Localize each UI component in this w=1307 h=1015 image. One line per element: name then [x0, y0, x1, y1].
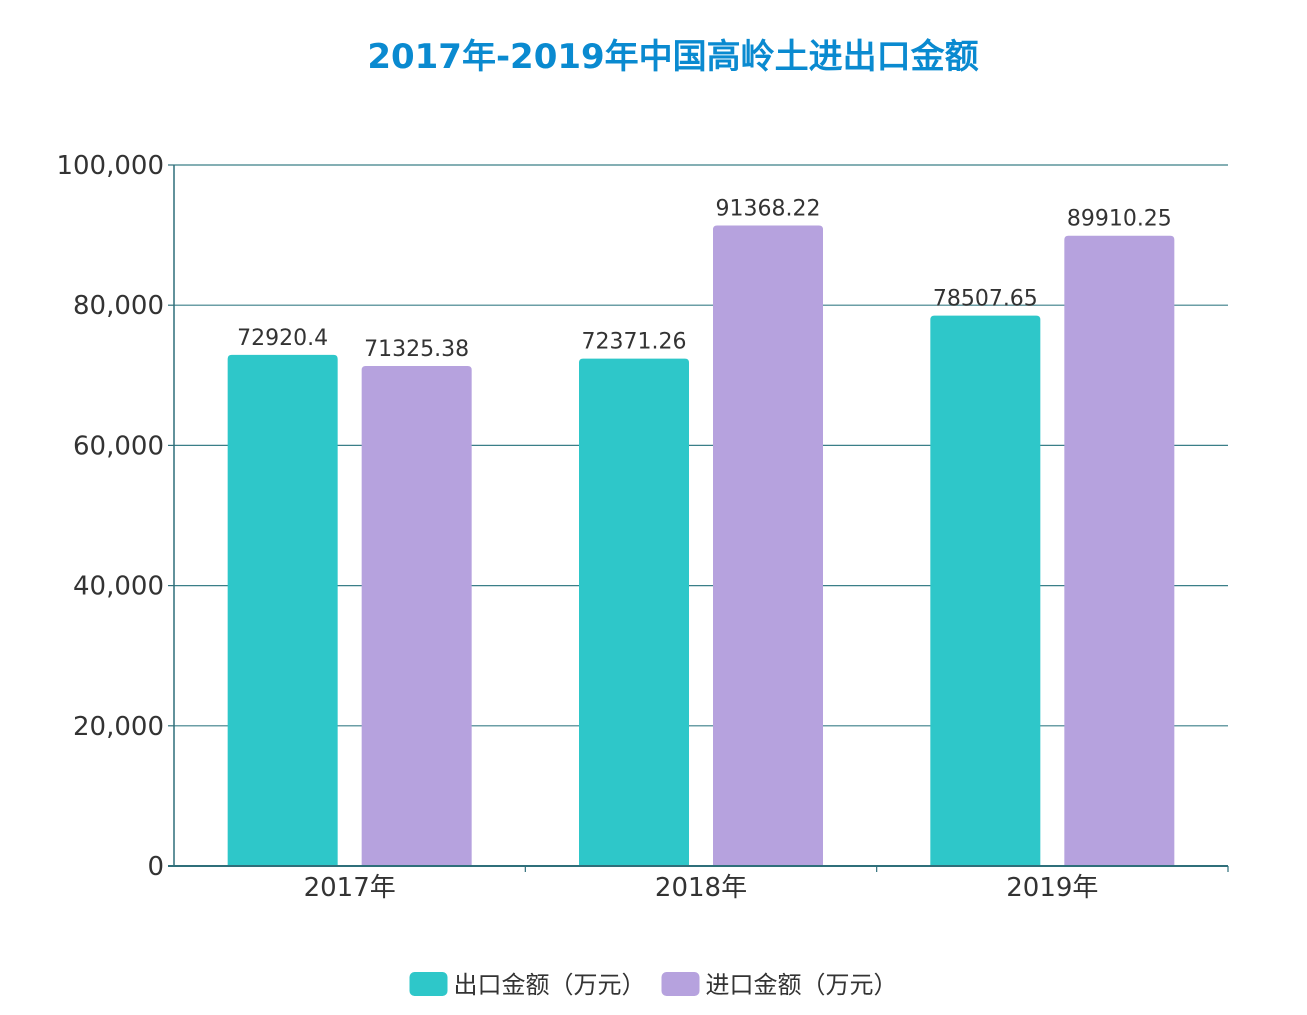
y-tick-label: 100,000 — [56, 151, 164, 181]
y-tick-label: 60,000 — [73, 431, 164, 461]
bar-value-label: 91368.22 — [716, 197, 821, 222]
x-tick-label: 2019年 — [1006, 873, 1098, 903]
bar-value-label: 72920.4 — [237, 326, 328, 351]
bar-value-label: 78507.65 — [933, 287, 1038, 312]
y-tick-label: 40,000 — [73, 572, 164, 602]
legend-swatch — [409, 972, 448, 996]
grid-lines — [174, 164, 1228, 727]
legend-swatch — [661, 972, 700, 996]
x-tick-label: 2017年 — [304, 873, 396, 903]
y-tick-label: 80,000 — [73, 291, 164, 321]
data-labels: 72920.4 71325.38 72371.26 91368.22 78507.65 8… — [237, 197, 1172, 363]
y-tick-label: 0 — [147, 852, 164, 882]
y-tick-label: 20,000 — [73, 712, 164, 742]
bar-value-label: 71325.38 — [364, 337, 469, 362]
bar[interactable] — [361, 366, 472, 866]
bar-value-label: 89910.25 — [1067, 207, 1172, 232]
bar[interactable] — [1064, 235, 1175, 867]
bar-value-label: 72371.26 — [582, 330, 687, 355]
bars — [227, 225, 1175, 867]
axes: 0 20,000 40,000 60,000 80,000 100,000 2017年 201… — [56, 151, 1229, 903]
bar[interactable] — [579, 358, 689, 866]
legend-item[interactable]: 出口金额（万元） — [409, 971, 646, 999]
bar[interactable] — [227, 354, 338, 866]
chart-title: 2017年-2019年中国高岭土进出口金额 — [367, 37, 978, 77]
legend[interactable]: 出口金额（万元） 进口金额（万元） — [409, 971, 898, 999]
legend-item[interactable]: 进口金额（万元） — [661, 971, 898, 999]
bar[interactable] — [930, 315, 1041, 866]
x-tick-label: 2018年 — [655, 873, 747, 903]
bar[interactable] — [713, 225, 823, 866]
legend-label: 进口金额（万元） — [706, 971, 898, 999]
legend-label: 出口金额（万元） — [454, 971, 646, 999]
